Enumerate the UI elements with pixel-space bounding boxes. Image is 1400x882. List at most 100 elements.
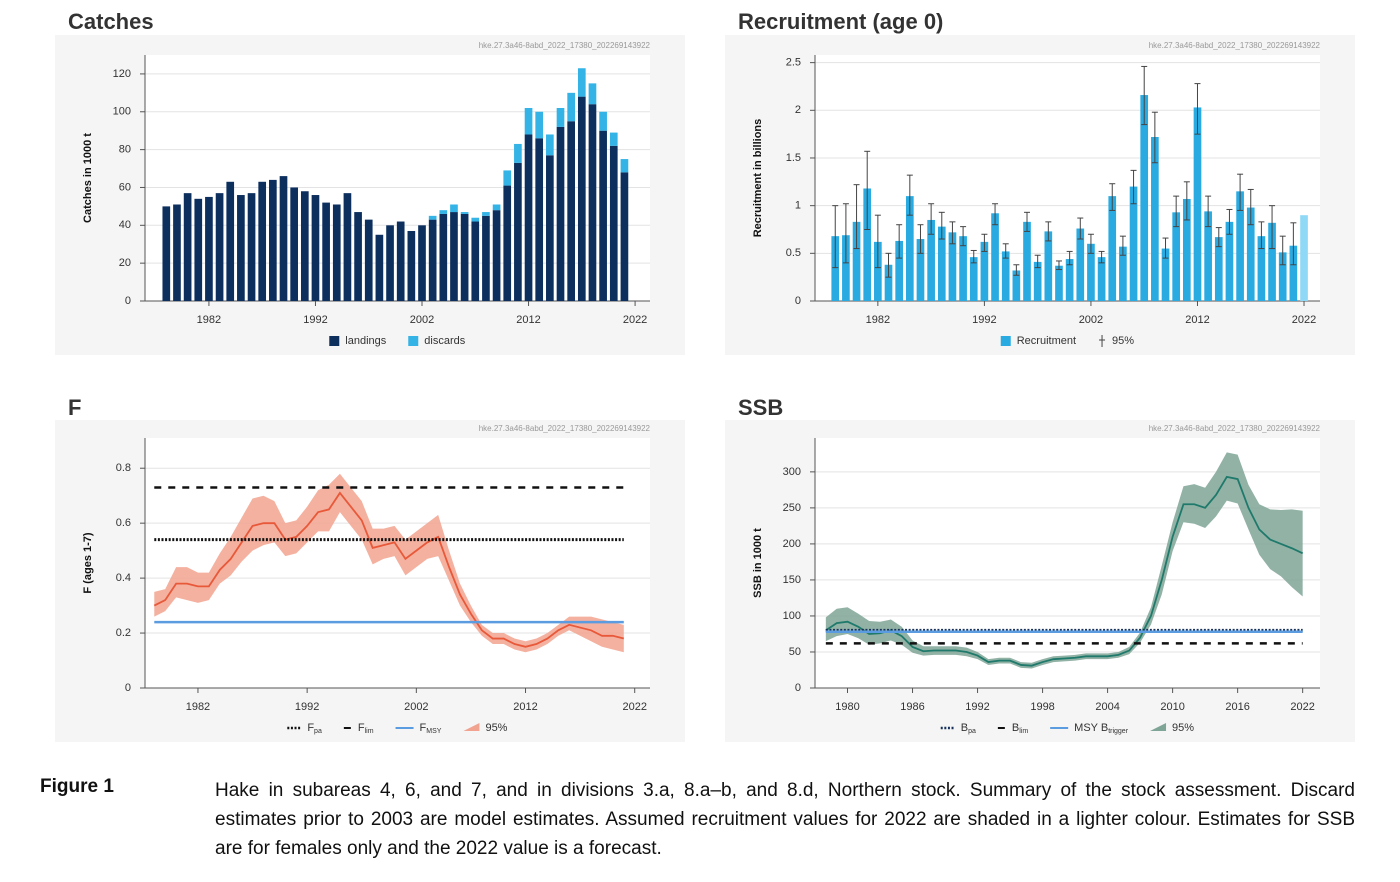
bar [482,212,490,216]
bar [1300,215,1308,301]
confidence-band [154,473,624,653]
y-tick-label: 50 [789,646,801,658]
bar [1161,248,1170,301]
bar [895,240,904,301]
x-tick-label: 2022 [1290,701,1314,713]
y-axis-label: SSB in 1000 t [752,528,764,598]
chart-title: SSB [738,395,783,420]
y-tick-label: 0.5 [786,247,801,259]
figure-label: Figure 1 [40,776,114,797]
x-tick-label: 2010 [1160,701,1184,713]
figure-caption: Hake in subareas 4, 6, and 7, and in div… [215,780,1355,859]
bar [492,204,501,211]
legend-label: Recruitment [1017,335,1076,347]
y-tick-label: 60 [119,181,131,193]
y-axis-label: F (ages 1-7) [82,532,94,593]
watermark: hke.27.3a46-8abd_2022_17380_202269143922 [479,424,651,433]
bar [215,193,224,301]
bar [1023,221,1031,301]
bar [1012,270,1021,301]
y-axis-label: Catches in 1000 t [82,133,94,223]
legend-text: Recruitment [1017,335,1076,347]
bar [1172,212,1181,301]
bar [1236,191,1244,301]
legend-swatch [329,336,340,346]
legend-text: 95% [1112,335,1134,347]
legend-label: discards [424,335,465,347]
bar [1278,252,1287,301]
bar [524,134,533,301]
bar [863,188,872,301]
bar [162,206,171,301]
bar [567,92,575,122]
figure: Catches hke.27.3a46-8abd_2022_17380_20226… [68,8,1321,735]
y-tick-label: 1.5 [786,152,801,164]
bar [428,215,437,220]
bar [343,193,352,301]
bar [620,172,629,301]
y-axis-label: Recruitment in billions [752,119,764,238]
y-tick-label: 0 [125,295,131,307]
legend: Bpa Blim MSY Btrigger 95% [940,722,1194,735]
bar [599,130,607,301]
legend-label: 95% [1172,722,1194,734]
bar [386,225,394,301]
legend: Fpa Flim FMSY 95% [287,722,508,735]
bar [173,204,181,301]
bar [1044,231,1053,301]
legend-text: 95% [485,722,507,734]
bar [492,210,501,301]
bar [1087,243,1095,301]
bar [546,134,554,156]
y-tick-label: 40 [119,219,131,231]
x-tick-label: 1992 [965,701,989,713]
bar [874,241,882,301]
legend-swatch [408,336,419,346]
bar [1097,257,1106,301]
legend-label: Fpa [307,722,322,735]
legend-text: F [358,722,365,734]
legend-text: 95% [1172,722,1194,734]
x-tick-label: 1992 [303,314,327,326]
x-tick-label: 2002 [1079,314,1103,326]
legend-label: 95% [485,722,507,734]
bar [450,212,458,301]
legend-label: MSY Btrigger [1074,722,1129,735]
legend-band [463,723,480,731]
x-tick-label: 2002 [404,701,428,713]
bar [503,185,512,301]
bar [1108,196,1117,301]
bar [567,121,575,301]
bar [1246,207,1255,301]
bar [535,111,544,139]
legend-text: discards [424,335,465,347]
chart-title: Recruitment (age 0) [738,9,943,34]
bar [948,232,957,301]
bar [471,217,480,222]
bar [514,162,522,301]
bar [194,198,203,301]
bar [428,219,437,301]
bar [226,181,235,301]
chart-title: F [68,395,81,420]
bar [1268,222,1276,301]
bar [396,221,405,301]
chart-title: Catches [68,9,154,34]
bar [577,68,586,97]
bar [460,213,469,301]
bar [852,221,861,301]
bar [916,239,925,301]
bar [258,181,267,301]
legend-label: FMSY [420,722,442,735]
legend-label: Blim [1012,722,1028,735]
bar [1076,228,1085,301]
bar [471,221,480,301]
bar [418,225,426,301]
y-tick-label: 250 [783,502,801,514]
legend: Recruitment 95% [1000,335,1134,347]
bar [524,107,533,135]
legend-label: Flim [358,722,374,735]
y-tick-label: 100 [113,106,131,118]
y-tick-label: 0.4 [116,572,131,584]
